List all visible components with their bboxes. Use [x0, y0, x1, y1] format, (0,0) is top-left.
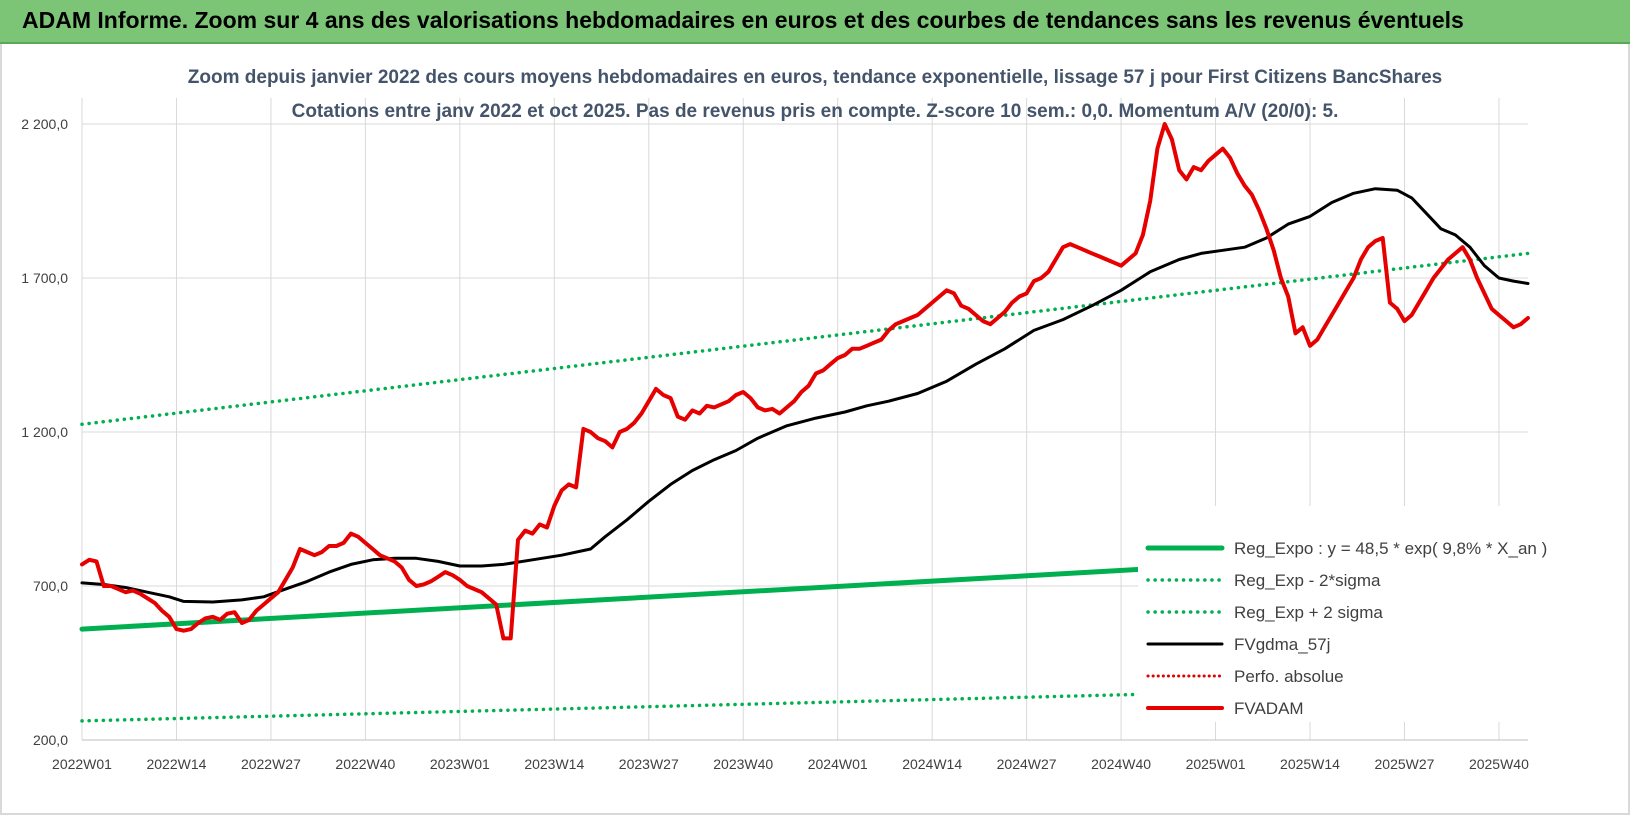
legend-label-reg: Reg_Expo : y = 48,5 * exp( 9,8% * X_an ) — [1234, 539, 1547, 558]
legend-label-lower: Reg_Exp - 2*sigma — [1234, 571, 1381, 590]
chart-frame — [0, 44, 1630, 815]
legend-label-fvadam: FVADAM — [1234, 699, 1304, 718]
series-line-upper — [80, 251, 1530, 427]
x-tick-label: 2023W27 — [619, 756, 679, 772]
y-tick-label: 1 700,0 — [21, 270, 68, 286]
y-tick-label: 1 200,0 — [21, 424, 68, 440]
x-tick-label: 2025W27 — [1375, 756, 1435, 772]
legend: Reg_Expo : y = 48,5 * exp( 9,8% * X_an )… — [1145, 539, 1547, 718]
x-tick-label: 2025W40 — [1469, 756, 1529, 772]
x-tick-label: 2024W14 — [902, 756, 962, 772]
gridlines — [81, 98, 1528, 741]
x-tick-label: 2022W01 — [52, 756, 112, 772]
report-banner: ADAM Informe. Zoom sur 4 ans des valoris… — [0, 0, 1630, 44]
y-tick-label: 2 200,0 — [21, 116, 68, 132]
legend-label-upper: Reg_Exp + 2 sigma — [1234, 603, 1383, 622]
x-tick-label: 2023W01 — [430, 756, 490, 772]
x-tick-label: 2025W14 — [1280, 756, 1340, 772]
y-axis-ticks: 200,0 700,0 1 200,0 1 700,0 2 200,0 — [21, 116, 68, 748]
x-tick-label: 2024W27 — [997, 756, 1057, 772]
x-tick-label: 2023W14 — [524, 756, 584, 772]
report-title: ADAM Informe. Zoom sur 4 ans des valoris… — [22, 7, 1464, 33]
legend-background — [1138, 506, 1530, 722]
series-line-fvadam — [80, 122, 1530, 641]
y-tick-label: 700,0 — [33, 578, 68, 594]
x-axis-ticks: 2022W01 2022W14 2022W27 2022W40 2023W01 2023W… — [52, 756, 1529, 772]
x-tick-label: 2025W01 — [1186, 756, 1246, 772]
y-tick-label: 200,0 — [33, 732, 68, 748]
chart-title: Zoom depuis janvier 2022 des cours moyen… — [188, 67, 1442, 88]
x-tick-label: 2022W40 — [335, 756, 395, 772]
legend-label-perf: Perfo. absolue — [1234, 667, 1344, 686]
x-tick-label: 2024W40 — [1091, 756, 1151, 772]
x-tick-label: 2023W40 — [713, 756, 773, 772]
legend-label-smooth: FVgdma_57j — [1234, 635, 1330, 654]
x-tick-label: 2022W14 — [146, 756, 206, 772]
x-tick-label: 2022W27 — [241, 756, 301, 772]
x-tick-label: 2024W01 — [808, 756, 868, 772]
series-line-smooth — [80, 187, 1530, 604]
chart-subtitle: Cotations entre janv 2022 et oct 2025. P… — [292, 101, 1339, 122]
